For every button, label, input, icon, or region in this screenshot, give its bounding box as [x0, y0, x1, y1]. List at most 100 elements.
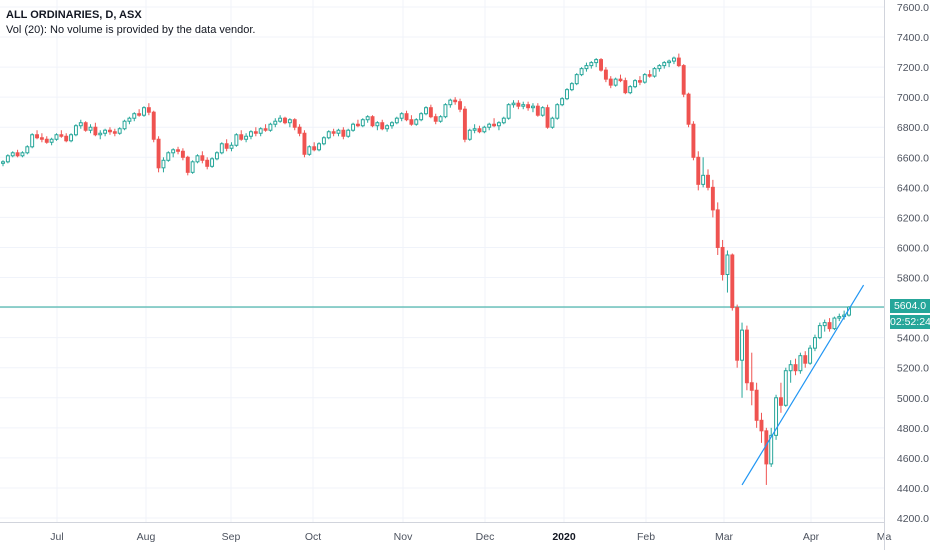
y-tick-label: 7000.0	[897, 92, 929, 104]
candle-body	[672, 57, 676, 62]
candle-body	[10, 152, 15, 157]
candle-body	[156, 138, 161, 169]
candle-body	[662, 62, 667, 67]
candle-body	[550, 117, 555, 128]
candle-body	[676, 57, 681, 67]
last-price-badge: 5604.0	[890, 298, 930, 313]
candle-body	[409, 119, 414, 125]
candle-body	[39, 137, 44, 140]
candle-body	[404, 113, 409, 121]
candle-body	[214, 152, 219, 160]
y-tick-label: 4800.0	[897, 423, 929, 435]
candle-body	[103, 129, 108, 134]
candle-body	[414, 119, 419, 125]
candle-body	[219, 143, 224, 154]
candle-body	[30, 134, 35, 148]
candle-body	[492, 123, 497, 127]
candle-body	[579, 68, 584, 76]
candle-body	[229, 144, 234, 149]
candle-body	[458, 101, 462, 110]
candle-body	[166, 152, 171, 161]
candle-body	[608, 78, 613, 86]
candle-body	[127, 117, 132, 122]
candle-body	[428, 107, 433, 118]
candle-body	[151, 111, 156, 140]
candle-body	[98, 132, 103, 136]
candle-body	[487, 123, 492, 128]
candle-body	[360, 119, 365, 127]
candle-body	[336, 129, 341, 134]
candle-body	[725, 254, 730, 276]
candle-body	[778, 397, 783, 406]
candle-body	[83, 122, 88, 131]
candle-body	[740, 329, 744, 361]
candle-body	[803, 355, 808, 364]
candle-body	[749, 382, 754, 391]
candle-body	[730, 254, 735, 309]
candle-body	[696, 156, 701, 185]
candle-body	[185, 156, 190, 173]
candle-body	[88, 126, 93, 131]
candle-body	[433, 116, 438, 122]
candle-body	[375, 122, 380, 127]
candle-body	[73, 125, 78, 136]
candle-body	[817, 325, 822, 339]
candle-body	[496, 122, 501, 127]
candle-body	[710, 186, 715, 211]
candle-body	[448, 99, 453, 106]
candle-body	[686, 93, 691, 125]
candle-body	[599, 59, 603, 71]
candle-body	[813, 337, 817, 349]
candle-body	[365, 116, 370, 121]
candle-body	[516, 102, 521, 107]
candle-body	[224, 143, 229, 149]
candle-body	[312, 146, 317, 151]
candle-body	[278, 117, 283, 122]
volume-note: Vol (20): No volume is provided by the d…	[6, 24, 256, 36]
candle-body	[117, 128, 122, 134]
candle-body	[210, 158, 215, 167]
candle-body	[78, 122, 83, 127]
candle-body	[482, 126, 487, 133]
candle-body	[297, 126, 302, 134]
candle-body	[628, 86, 633, 94]
candle-body	[633, 80, 638, 88]
candle-body	[540, 107, 545, 116]
trendline[interactable]	[741, 284, 865, 486]
candle-body	[341, 129, 346, 137]
candle-body	[108, 129, 112, 133]
candle-body	[244, 135, 249, 140]
candle-body	[287, 119, 292, 124]
candle-body	[292, 119, 297, 128]
y-tick-label: 4600.0	[897, 453, 929, 465]
chart-legend: ALL ORDINARIES, D, ASX Vol (20): No volu…	[6, 8, 255, 38]
candle-body	[769, 434, 774, 465]
y-tick-label: 4400.0	[897, 483, 929, 495]
candle-body	[239, 134, 244, 140]
candle-body	[467, 129, 472, 140]
candle-body	[302, 132, 307, 155]
candle-body	[15, 152, 20, 157]
candle-body	[555, 104, 560, 119]
candle-body	[385, 125, 390, 130]
x-tick-label: Apr	[803, 531, 820, 543]
candle-body	[715, 209, 720, 248]
x-tick-label: Jul	[50, 531, 63, 543]
x-tick-label: 2020	[552, 531, 576, 543]
candle-body	[788, 364, 793, 372]
candle-body	[180, 150, 185, 158]
candle-body	[122, 120, 127, 130]
candle-body	[137, 113, 142, 116]
y-tick-label: 6200.0	[897, 212, 929, 224]
candle-body	[531, 105, 535, 109]
candle-body	[642, 74, 647, 83]
candle-body	[253, 131, 258, 134]
candle-body	[419, 113, 424, 121]
candle-body	[205, 159, 210, 167]
candle-body	[390, 122, 394, 127]
y-tick-label: 5800.0	[897, 273, 929, 285]
candle-body	[394, 117, 399, 124]
candle-body	[569, 83, 574, 91]
